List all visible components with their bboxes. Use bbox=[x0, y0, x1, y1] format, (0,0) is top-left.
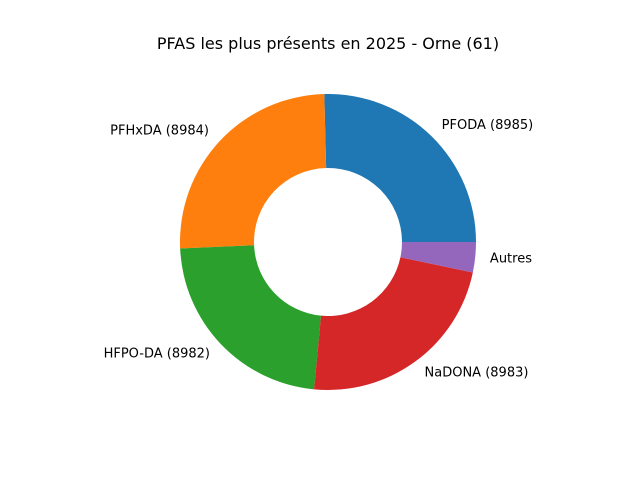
slice-hfpo-da-8982 bbox=[180, 245, 322, 390]
slice-pfhxda-8984 bbox=[180, 94, 327, 249]
slice-nadona-8983 bbox=[314, 257, 473, 390]
label-hfpo-da-8982: HFPO-DA (8982) bbox=[104, 347, 210, 362]
chart-title: PFAS les plus présents en 2025 - Orne (6… bbox=[157, 34, 499, 53]
donut-slices bbox=[180, 93, 476, 390]
label-pfoda-8985: PFODA (8985) bbox=[442, 118, 534, 133]
slice-pfoda-8985 bbox=[324, 93, 476, 243]
slice-labels: PFODA (8985) PFHxDA (8984) HFPO-DA (8982) N… bbox=[104, 118, 534, 381]
label-nadona-8983: NaDONA (8983) bbox=[425, 366, 529, 381]
label-pfhxda-8984: PFHxDA (8984) bbox=[110, 123, 209, 138]
slice-autres bbox=[400, 242, 476, 273]
label-autres: Autres bbox=[490, 251, 532, 266]
